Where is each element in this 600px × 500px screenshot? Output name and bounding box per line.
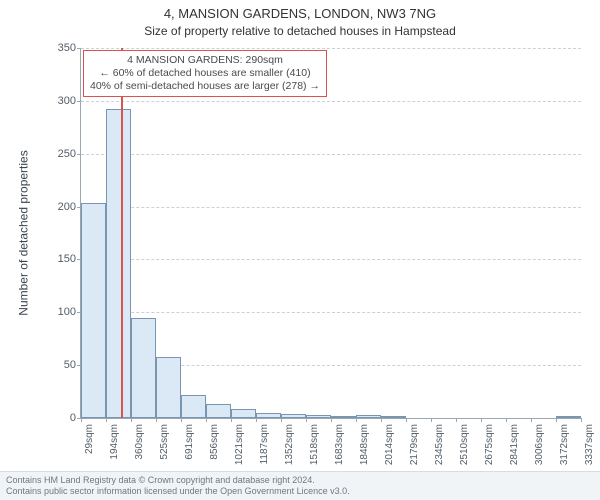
plot-area: 4 MANSION GARDENS: 290sqm ← 60% of detac… (80, 48, 581, 419)
xtick-label: 1683sqm (334, 424, 346, 484)
histogram-bar (81, 203, 106, 418)
xtick-mark (481, 418, 482, 422)
xtick-label: 1518sqm (309, 424, 321, 484)
xtick-mark (131, 418, 132, 422)
histogram-bar (206, 404, 231, 418)
xtick-mark (181, 418, 182, 422)
histogram-bar (281, 414, 306, 418)
histogram-bar (381, 416, 406, 418)
annotation-line-2: ← 60% of detached houses are smaller (41… (90, 67, 320, 80)
gridline (81, 101, 581, 102)
xtick-label: 2014sqm (384, 424, 396, 484)
xtick-label: 856sqm (209, 424, 221, 484)
marker-line (121, 48, 123, 418)
xtick-mark (381, 418, 382, 422)
xtick-mark (106, 418, 107, 422)
xtick-label: 3172sqm (559, 424, 571, 484)
xtick-mark (506, 418, 507, 422)
xtick-label: 1021sqm (234, 424, 246, 484)
ytick-mark (77, 48, 81, 49)
xtick-label: 2179sqm (409, 424, 421, 484)
xtick-mark (406, 418, 407, 422)
ytick-label: 350 (26, 42, 76, 54)
ytick-mark (77, 101, 81, 102)
ytick-label: 150 (26, 253, 76, 265)
histogram-bar (106, 109, 131, 418)
xtick-mark (556, 418, 557, 422)
xtick-label: 3006sqm (534, 424, 546, 484)
annotation-box: 4 MANSION GARDENS: 290sqm ← 60% of detac… (83, 50, 327, 97)
xtick-label: 1187sqm (259, 424, 271, 484)
ytick-label: 50 (26, 359, 76, 371)
xtick-label: 691sqm (184, 424, 196, 484)
xtick-label: 29sqm (84, 424, 96, 484)
annotation-line-1: 4 MANSION GARDENS: 290sqm (90, 54, 320, 67)
xtick-label: 360sqm (134, 424, 146, 484)
ytick-label: 100 (26, 306, 76, 318)
xtick-mark (456, 418, 457, 422)
xtick-label: 2841sqm (509, 424, 521, 484)
gridline (81, 312, 581, 313)
histogram-bar (256, 413, 281, 418)
xtick-label: 194sqm (109, 424, 121, 484)
xtick-label: 2675sqm (484, 424, 496, 484)
xtick-mark (156, 418, 157, 422)
ytick-mark (77, 154, 81, 155)
xtick-label: 2345sqm (434, 424, 446, 484)
xtick-mark (231, 418, 232, 422)
chart-title-main: 4, MANSION GARDENS, LONDON, NW3 7NG (0, 6, 600, 21)
xtick-mark (81, 418, 82, 422)
histogram-bar (156, 357, 181, 418)
xtick-label: 1352sqm (284, 424, 296, 484)
xtick-mark (331, 418, 332, 422)
xtick-mark (431, 418, 432, 422)
xtick-label: 525sqm (159, 424, 171, 484)
histogram-bar (556, 416, 581, 418)
gridline (81, 207, 581, 208)
gridline (81, 48, 581, 49)
footer-line-2: Contains public sector information licen… (6, 486, 594, 497)
ytick-label: 0 (26, 412, 76, 424)
histogram-bar (131, 318, 156, 418)
xtick-label: 3337sqm (584, 424, 596, 484)
ytick-label: 200 (26, 201, 76, 213)
y-axis-label-text: Number of detached properties (17, 150, 31, 315)
histogram-bar (181, 395, 206, 418)
chart-container: 4, MANSION GARDENS, LONDON, NW3 7NG Size… (0, 0, 600, 500)
xtick-label: 1848sqm (359, 424, 371, 484)
histogram-bar (331, 416, 356, 418)
xtick-mark (281, 418, 282, 422)
gridline (81, 259, 581, 260)
annotation-line-3: 40% of semi-detached houses are larger (… (90, 80, 320, 93)
ytick-label: 300 (26, 95, 76, 107)
xtick-mark (206, 418, 207, 422)
ytick-label: 250 (26, 148, 76, 160)
gridline (81, 154, 581, 155)
xtick-label: 2510sqm (459, 424, 471, 484)
xtick-mark (581, 418, 582, 422)
xtick-mark (531, 418, 532, 422)
histogram-bar (231, 409, 256, 419)
histogram-bar (306, 415, 331, 418)
histogram-bar (356, 415, 381, 418)
chart-title-sub: Size of property relative to detached ho… (0, 24, 600, 38)
xtick-mark (256, 418, 257, 422)
xtick-mark (356, 418, 357, 422)
xtick-mark (306, 418, 307, 422)
